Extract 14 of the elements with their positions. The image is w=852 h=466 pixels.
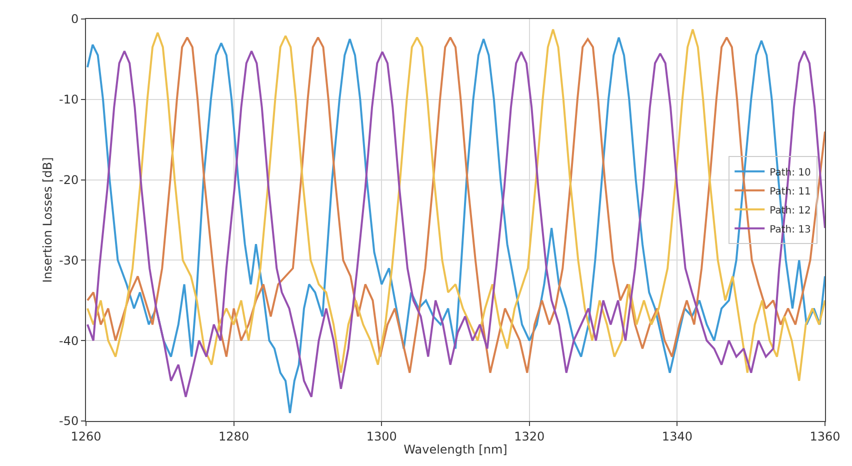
y-tick-label: -10	[58, 92, 79, 107]
y-tick-label: 0	[70, 12, 79, 26]
x-tick-label: 1260	[70, 429, 102, 444]
x-tick-label: 1320	[514, 429, 545, 444]
y-tick-label: -30	[58, 253, 79, 268]
y-tick-label: -40	[58, 334, 79, 348]
x-tick-label: 1300	[366, 429, 397, 444]
x-tick-label: 1340	[662, 429, 692, 444]
x-tick-label: 1280	[218, 429, 250, 444]
y-axis-title: Insertion Losses [dB]	[40, 157, 54, 283]
y-tick-label: -20	[58, 173, 79, 187]
y-tick-label: -50	[58, 414, 79, 428]
x-axis-title: Wavelength [nm]	[404, 442, 508, 456]
x-tick-label: 1360	[810, 429, 840, 444]
